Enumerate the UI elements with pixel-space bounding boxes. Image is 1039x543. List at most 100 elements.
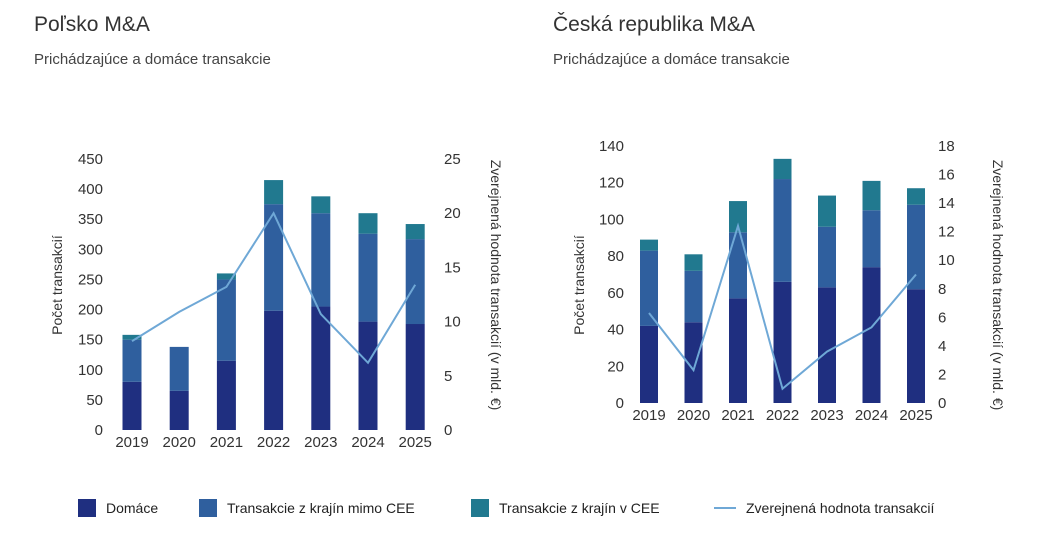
poland-x-tick-label: 2021 bbox=[210, 434, 243, 451]
czech-bar-cee bbox=[818, 195, 836, 227]
czech-chart-title: Česká republika M&A bbox=[553, 13, 755, 36]
poland-bar-domestic bbox=[405, 324, 425, 430]
czech-bar-non-cee bbox=[773, 179, 792, 282]
legend-item-cee: Transakcie z krajín v CEE bbox=[471, 496, 660, 520]
czech-bar-non-cee bbox=[640, 250, 658, 326]
poland-x-tick-label: 2024 bbox=[351, 434, 384, 451]
legend-label-cee: Transakcie z krajín v CEE bbox=[499, 500, 660, 516]
czech-y2-axis-label: Zverejnená hodnota transakcií (v mld. €) bbox=[990, 160, 1006, 411]
czech-bar-non-cee bbox=[862, 210, 881, 268]
czech-y-tick-label: 100 bbox=[599, 211, 624, 228]
legend-label-domestic: Domáce bbox=[106, 500, 159, 516]
legend-label-value-line: Zverejnená hodnota transakcií bbox=[746, 500, 935, 516]
czech-y2-tick-label: 18 bbox=[938, 138, 955, 155]
czech-bar-cee bbox=[640, 239, 658, 251]
czech-x-tick-label: 2023 bbox=[810, 407, 843, 424]
czech-y-tick-label: 140 bbox=[599, 138, 624, 155]
poland-y-tick-label: 450 bbox=[78, 151, 103, 168]
czech-y2-tick-label: 8 bbox=[938, 281, 946, 298]
poland-y-tick-label: 150 bbox=[78, 332, 103, 349]
poland-bar-cee bbox=[122, 334, 142, 340]
poland-bar-cee bbox=[216, 273, 236, 280]
poland-y2-tick-label: 15 bbox=[444, 259, 461, 276]
poland-bar-non-cee bbox=[311, 213, 331, 307]
czech-y2-tick-label: 16 bbox=[938, 167, 955, 184]
poland-bar-domestic bbox=[311, 306, 331, 430]
poland-y-tick-label: 0 bbox=[95, 422, 103, 439]
czech-x-tick-label: 2025 bbox=[899, 407, 932, 424]
czech-bar-non-cee bbox=[818, 226, 836, 288]
legend-item-value-line: Zverejnená hodnota transakcií bbox=[714, 496, 934, 520]
legend-swatch-value-line bbox=[714, 507, 736, 509]
czech-y-tick-label: 120 bbox=[599, 175, 624, 192]
poland-x-tick-label: 2020 bbox=[163, 434, 196, 451]
poland-bar-domestic bbox=[358, 321, 378, 430]
czech-y2-tick-label: 0 bbox=[938, 395, 946, 412]
poland-bar-non-cee bbox=[405, 239, 425, 325]
czech-bar-domestic bbox=[773, 281, 792, 403]
czech-bar-cee bbox=[907, 188, 925, 205]
poland-y2-tick-label: 0 bbox=[444, 422, 452, 439]
poland-bar-cee bbox=[405, 224, 425, 240]
czech-bar-domestic bbox=[818, 287, 836, 403]
czech-bar-domestic bbox=[862, 267, 881, 403]
czech-bar-cee bbox=[729, 201, 747, 233]
czech-bar-non-cee bbox=[684, 270, 703, 323]
czech-y-axis-label: Počet transakcií bbox=[571, 235, 587, 335]
poland-x-tick-label: 2022 bbox=[257, 434, 290, 451]
czech-bar-non-cee bbox=[729, 232, 747, 299]
poland-x-tick-label: 2025 bbox=[399, 434, 432, 451]
poland-bar-cee bbox=[264, 180, 284, 205]
czech-x-tick-label: 2020 bbox=[677, 407, 710, 424]
poland-bar-non-cee bbox=[264, 204, 284, 311]
czech-bar-domestic bbox=[640, 325, 658, 403]
poland-y-tick-label: 250 bbox=[78, 271, 103, 288]
czech-x-tick-label: 2022 bbox=[766, 407, 799, 424]
czech-y-tick-label: 20 bbox=[607, 358, 624, 375]
czech-x-tick-label: 2024 bbox=[855, 407, 888, 424]
legend-swatch-domestic bbox=[78, 499, 96, 517]
poland-y-tick-label: 200 bbox=[78, 302, 103, 319]
czech-y-tick-label: 40 bbox=[607, 322, 624, 339]
czech-y2-tick-label: 2 bbox=[938, 366, 946, 383]
poland-bar-domestic bbox=[216, 360, 236, 430]
poland-bar-cee bbox=[311, 196, 331, 214]
czech-bar-domestic bbox=[729, 298, 747, 403]
czech-y2-tick-label: 10 bbox=[938, 252, 955, 269]
legend-swatch-cee bbox=[471, 499, 489, 517]
czech-bar-cee bbox=[773, 158, 792, 180]
poland-y2-axis-label: Zverejnená hodnota transakcií (v mld. €) bbox=[488, 160, 504, 411]
czech-y2-tick-label: 14 bbox=[938, 195, 955, 212]
charts-canvas: 0501001502002503003504004500510152025201… bbox=[49, 138, 1006, 451]
czech-bar-cee bbox=[862, 180, 881, 211]
poland-y-tick-label: 300 bbox=[78, 241, 103, 258]
poland-bar-cee bbox=[358, 213, 378, 234]
poland-y2-tick-label: 10 bbox=[444, 314, 461, 331]
legend: Domáce Transakcie z krajín mimo CEE Tran… bbox=[0, 496, 1039, 520]
poland-chart-subtitle: Prichádzajúce a domáce transakcie bbox=[34, 51, 271, 68]
poland-x-tick-label: 2019 bbox=[115, 434, 148, 451]
legend-label-non-cee: Transakcie z krajín mimo CEE bbox=[227, 500, 415, 516]
poland-chart-title: Poľsko M&A bbox=[34, 13, 150, 36]
czech-y-tick-label: 0 bbox=[616, 395, 624, 412]
czech-bar-cee bbox=[684, 254, 703, 271]
legend-swatch-non-cee bbox=[199, 499, 217, 517]
czech-bar-domestic bbox=[684, 322, 703, 403]
poland-y2-tick-label: 25 bbox=[444, 151, 461, 168]
czech-x-tick-label: 2021 bbox=[721, 407, 754, 424]
czech-y2-tick-label: 6 bbox=[938, 309, 946, 326]
poland-y-tick-label: 100 bbox=[78, 362, 103, 379]
poland-y-tick-label: 400 bbox=[78, 181, 103, 198]
poland-y2-tick-label: 5 bbox=[444, 368, 452, 385]
poland-bar-non-cee bbox=[169, 346, 189, 391]
czech-y-tick-label: 80 bbox=[607, 248, 624, 265]
czech-chart-subtitle: Prichádzajúce a domáce transakcie bbox=[553, 51, 790, 68]
czech-bar-domestic bbox=[907, 289, 925, 403]
czech-x-tick-label: 2019 bbox=[632, 407, 665, 424]
poland-bar-domestic bbox=[122, 381, 142, 430]
czech-y2-tick-label: 4 bbox=[938, 338, 946, 355]
czech-y-tick-label: 60 bbox=[607, 285, 624, 302]
legend-item-domestic: Domáce bbox=[78, 496, 158, 520]
poland-bar-non-cee bbox=[122, 339, 142, 382]
poland-bar-non-cee bbox=[358, 233, 378, 322]
